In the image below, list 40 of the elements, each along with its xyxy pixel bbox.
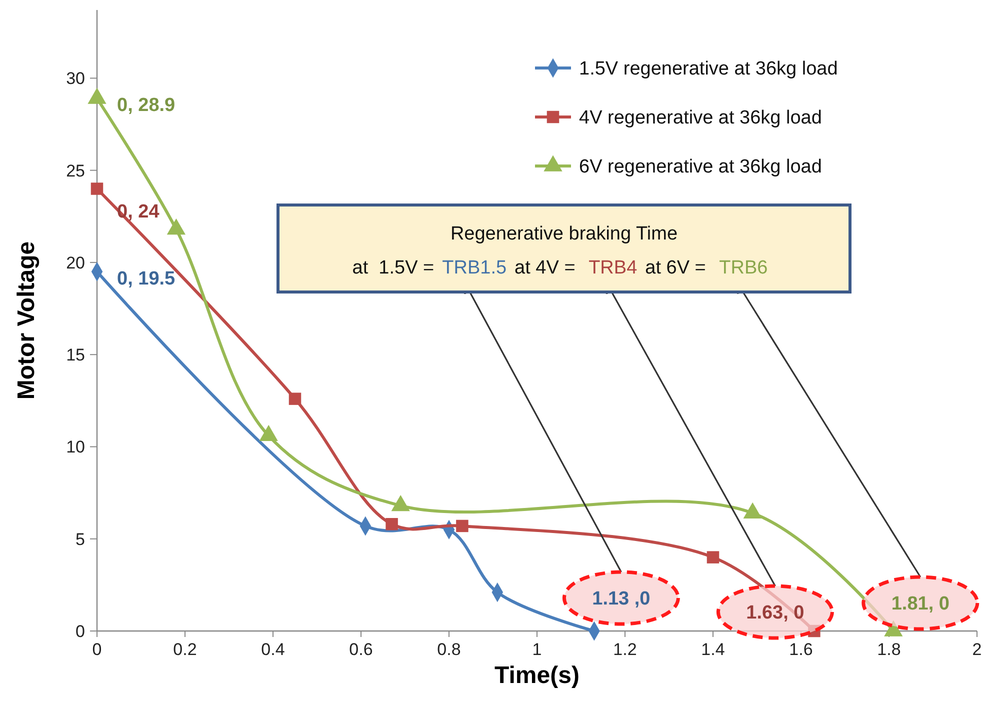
- annotation: TRB4: [588, 258, 638, 279]
- x-tick-label: 1.4: [701, 640, 725, 659]
- annotation: 1.81, 0: [891, 594, 950, 615]
- annotation: TRB1.5: [442, 258, 507, 279]
- x-tick-label: 0.6: [349, 640, 373, 659]
- point: [90, 182, 104, 195]
- point: [386, 518, 398, 530]
- point: [456, 520, 468, 532]
- y-tick-label: 25: [66, 161, 85, 180]
- annotation: at 4V =: [514, 258, 581, 279]
- y-tick-label: 20: [66, 253, 85, 272]
- x-tick-label: 0.2: [173, 640, 197, 659]
- legend-label: 1.5V regenerative at 36kg load: [579, 58, 838, 80]
- legend-label: 6V regenerative at 36kg load: [579, 156, 822, 178]
- point: [288, 392, 302, 405]
- y-tick-label: 0: [76, 622, 85, 641]
- y-axis-title: Motor Voltage: [13, 241, 40, 400]
- annotation: at 6V =: [645, 258, 712, 279]
- x-tick-label: 0.4: [261, 640, 285, 659]
- annotation: 1.13 ,0: [592, 588, 650, 610]
- y-tick-label: 5: [76, 530, 85, 549]
- annotation: at 1.5V =: [352, 258, 434, 279]
- annotation: 1.63, 0: [746, 602, 804, 624]
- y-tick-label: 10: [66, 438, 85, 457]
- annotation: 0, 19.5: [117, 268, 176, 290]
- point: [706, 551, 720, 564]
- x-tick-label: 2: [972, 640, 982, 659]
- x-tick-label: 1: [532, 640, 542, 659]
- x-tick-label: 1.8: [877, 640, 901, 659]
- y-tick-label: 15: [66, 346, 85, 365]
- x-tick-label: 0.8: [437, 640, 461, 659]
- annotation: 0, 28.9: [117, 95, 176, 116]
- annotation: Regenerative braking Time: [450, 224, 678, 245]
- y-tick-label: 30: [66, 69, 85, 88]
- x-tick-label: 0: [92, 640, 102, 659]
- annotation: TRB6: [719, 258, 768, 279]
- x-tick-label: 1.2: [613, 640, 637, 659]
- legend-label: 4V regenerative at 36kg load: [579, 108, 822, 129]
- x-tick-label: 1.6: [789, 640, 813, 659]
- x-axis-title: Time(s): [494, 662, 580, 689]
